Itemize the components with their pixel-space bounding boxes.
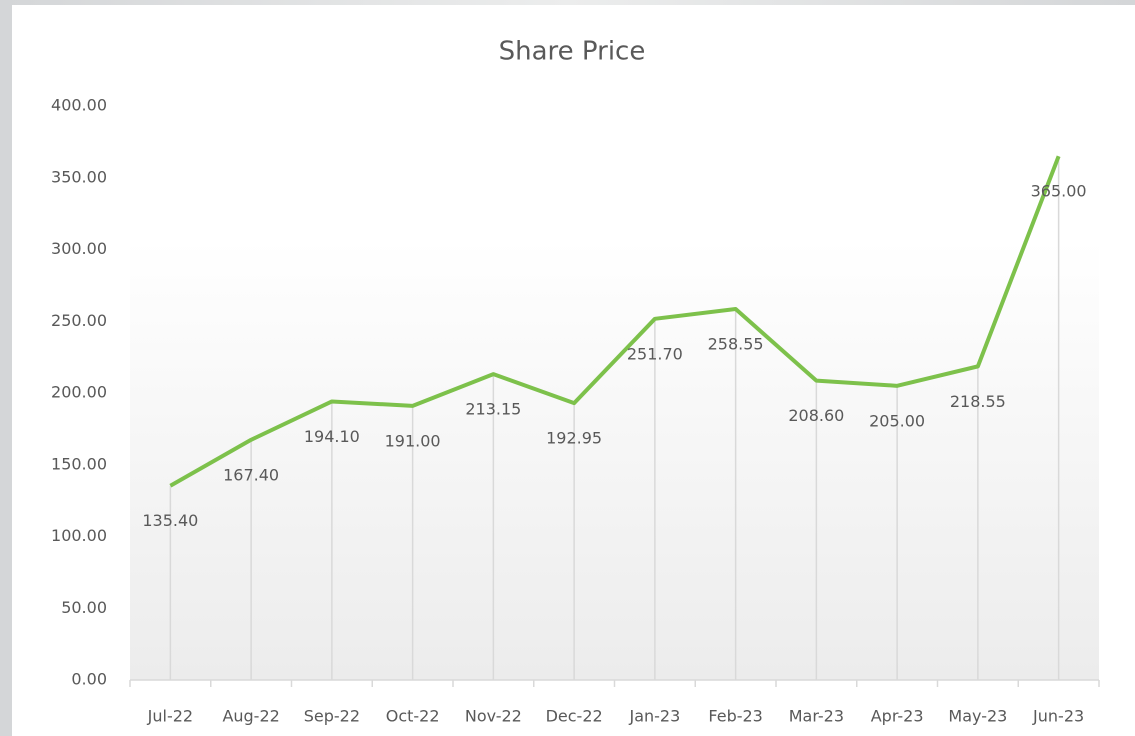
y-tick-label: 350.00 — [51, 167, 107, 186]
data-label: 191.00 — [385, 431, 441, 450]
y-tick-label: 100.00 — [51, 526, 107, 545]
y-tick-label: 300.00 — [51, 239, 107, 258]
data-label: 258.55 — [708, 334, 764, 353]
x-tick-label: Aug-22 — [222, 707, 279, 726]
data-label: 205.00 — [869, 411, 925, 430]
data-label: 194.10 — [304, 427, 360, 446]
x-tick-label: Jun-23 — [1032, 707, 1084, 726]
data-label: 251.70 — [627, 344, 683, 363]
y-tick-label: 0.00 — [71, 670, 107, 689]
x-tick-label: Jul-22 — [147, 707, 193, 726]
plot-background — [130, 240, 1099, 680]
data-label: 208.60 — [788, 406, 844, 425]
series-line — [169, 155, 1061, 488]
x-tick-label: Dec-22 — [546, 707, 603, 726]
x-tick-label: May-23 — [948, 707, 1007, 726]
x-tick-label: Oct-22 — [386, 707, 440, 726]
y-tick-label: 150.00 — [51, 454, 107, 473]
x-tick-label: Sep-22 — [304, 707, 360, 726]
x-tick-label: Nov-22 — [465, 707, 522, 726]
data-label: 213.15 — [465, 400, 521, 419]
y-tick-label: 200.00 — [51, 383, 107, 402]
x-tick-label: Apr-23 — [871, 707, 924, 726]
x-tick-label: Feb-23 — [708, 707, 762, 726]
data-label: 167.40 — [223, 465, 279, 484]
data-label: 192.95 — [546, 429, 602, 448]
data-label: 218.55 — [950, 392, 1006, 411]
data-label: 365.00 — [1031, 182, 1087, 201]
y-tick-label: 400.00 — [51, 96, 107, 115]
data-label: 135.40 — [142, 511, 198, 530]
x-tick-label: Jan-23 — [628, 707, 680, 726]
y-tick-label: 50.00 — [61, 598, 107, 617]
chart-title: Share Price — [499, 37, 646, 67]
y-tick-label: 250.00 — [51, 311, 107, 330]
x-tick-label: Mar-23 — [789, 707, 844, 726]
